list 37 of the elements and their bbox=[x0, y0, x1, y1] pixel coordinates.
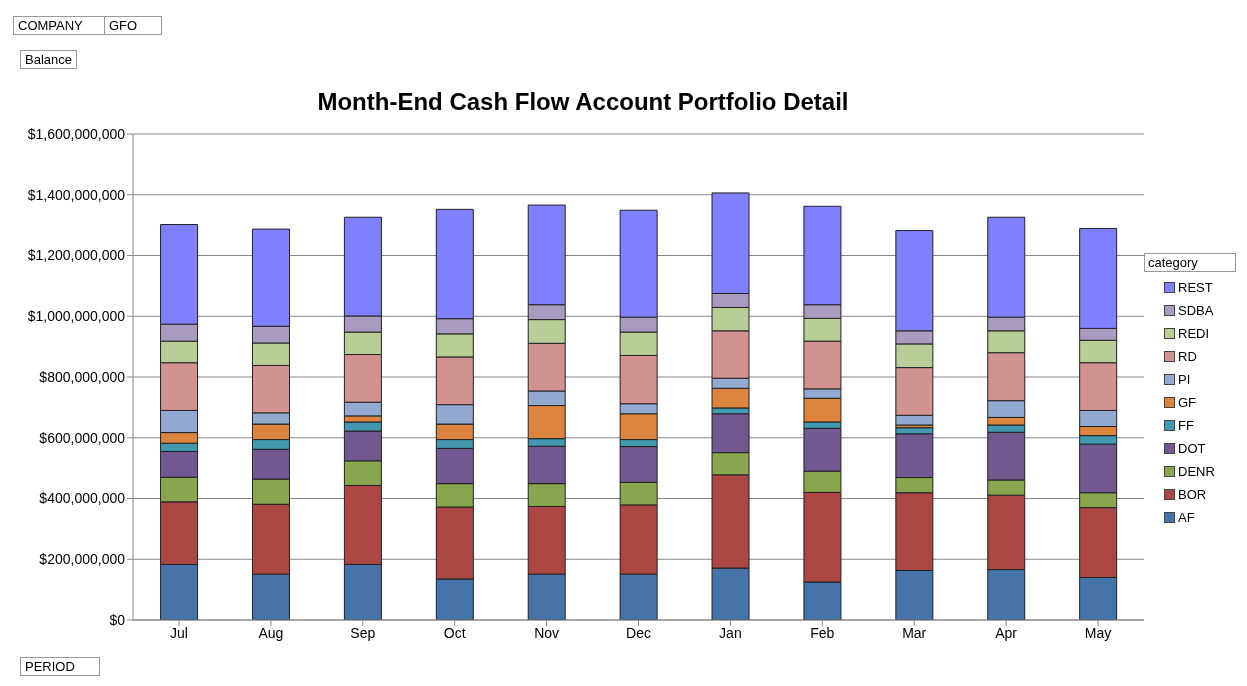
x-tick-label: Jan bbox=[719, 624, 742, 641]
chart-title: Month-End Cash Flow Account Portfolio Detail bbox=[316, 88, 850, 116]
y-tick-label: $800,000,000 bbox=[39, 368, 126, 385]
x-tick-label: Feb bbox=[810, 624, 835, 641]
legend-title: category bbox=[1144, 253, 1236, 272]
legend-label: PI bbox=[1178, 372, 1191, 387]
y-tick-label: $400,000,000 bbox=[39, 490, 126, 507]
y-tick-label: $200,000,000 bbox=[39, 551, 126, 568]
y-tick-label: $1,600,000,000 bbox=[27, 125, 126, 142]
x-tick-label: Jul bbox=[170, 624, 188, 641]
x-tick-label: Dec bbox=[626, 624, 651, 641]
x-tick-label: Nov bbox=[534, 624, 560, 641]
legend-label: SDBA bbox=[1178, 303, 1214, 318]
x-tick-label: May bbox=[1084, 624, 1112, 641]
y-tick-label: $1,000,000,000 bbox=[27, 308, 126, 325]
legend-label: REST bbox=[1178, 280, 1213, 295]
text: PERIOD bbox=[20, 657, 100, 676]
x-tick-label: Oct bbox=[443, 624, 466, 641]
legend-label: REDI bbox=[1178, 326, 1210, 341]
legend-label: FF bbox=[1178, 418, 1194, 433]
legend-label: DOT bbox=[1178, 441, 1206, 456]
y-tick-label: $0 bbox=[109, 611, 126, 628]
legend-label: BOR bbox=[1178, 487, 1207, 502]
x-tick-label: Sep bbox=[350, 624, 376, 641]
legend-label: GF bbox=[1178, 395, 1197, 410]
text: Balance bbox=[20, 50, 77, 69]
legend-label: AF bbox=[1178, 510, 1195, 525]
y-tick-label: $1,400,000,000 bbox=[27, 186, 126, 203]
text: COMPANY bbox=[13, 16, 107, 35]
legend-label: DENR bbox=[1178, 464, 1215, 479]
legend-label: RD bbox=[1178, 349, 1197, 364]
y-tick-label: $1,200,000,000 bbox=[27, 247, 126, 264]
x-tick-label: Aug bbox=[258, 624, 284, 641]
y-tick-label: $600,000,000 bbox=[39, 429, 126, 446]
text: GFO bbox=[104, 16, 162, 35]
x-tick-label: Apr bbox=[995, 624, 1018, 641]
x-tick-label: Mar bbox=[902, 624, 927, 641]
